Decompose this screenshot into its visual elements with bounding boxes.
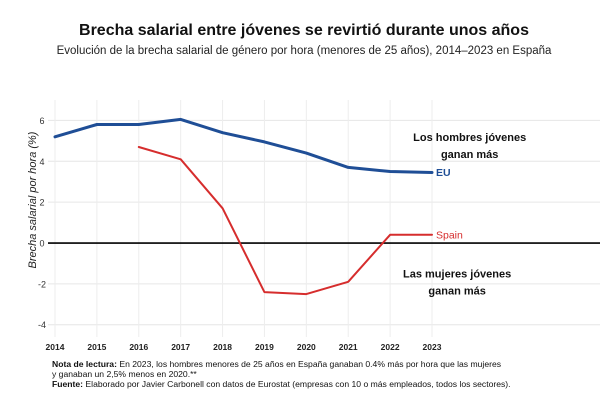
source-note-text: Elaborado por Javier Carbonell con datos… [85,379,511,389]
annotation-text: ganan más [441,149,498,161]
y-tick-label: 2 [39,198,44,208]
chart-notes: Nota de lectura: En 2023, los hombres me… [52,359,592,389]
x-tick-label: 2018 [213,342,232,352]
y-tick-label: 4 [39,157,44,167]
annotation-text: Los hombres jóvenes [413,132,526,144]
series-label-spain: Spain [436,229,463,241]
x-tick-label: 2015 [87,342,106,352]
chart-title: Brecha salarial entre jóvenes se revirti… [79,22,529,39]
x-tick-label: 2022 [381,342,400,352]
y-tick-label: 0 [39,239,44,249]
source-note-label: Fuente: [52,379,84,389]
chart-subtitle: Evolución de la brecha salarial de géner… [56,45,552,57]
series-line-eu [53,117,434,174]
x-tick-label: 2017 [171,342,190,352]
y-tick-label: -4 [38,320,46,330]
source-note-line: Fuente: Elaborado por Javier Carbonell c… [52,379,592,389]
y-tick-label: -2 [38,279,46,289]
series-label-eu: EU [436,167,451,179]
x-tick-label: 2021 [339,342,358,352]
reading-note-text-2: y ganaban un 2,5% menos en 2020.** [52,369,197,379]
reading-note-label: Nota de lectura: [52,359,117,369]
x-tick-label: 2014 [46,342,65,352]
x-tick-label: 2020 [297,342,316,352]
x-tick-label: 2023 [423,342,442,352]
reading-note-line-1: Nota de lectura: En 2023, los hombres me… [52,359,592,369]
x-tick-label: 2019 [255,342,274,352]
series-line-spain [137,146,433,296]
annotation-text: ganan más [428,286,485,298]
reading-note-text-1: En 2023, los hombres menores de 25 años … [119,359,502,369]
x-tick-label: 2016 [129,342,148,352]
y-tick-label: 6 [39,116,44,126]
annotation-text: Las mujeres jóvenes [403,269,511,281]
